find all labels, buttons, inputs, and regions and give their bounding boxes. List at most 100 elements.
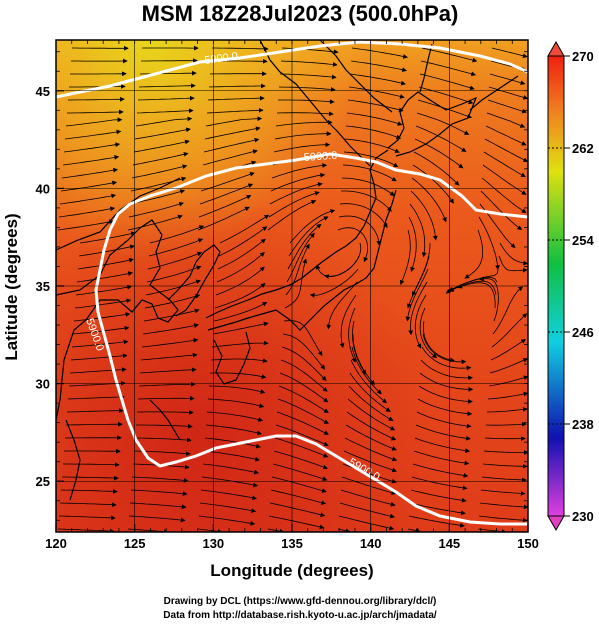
streamline xyxy=(481,476,527,483)
streamline xyxy=(273,142,331,153)
streamline xyxy=(62,155,120,166)
streamline xyxy=(499,242,528,266)
streamline xyxy=(326,281,358,330)
streamline xyxy=(486,407,528,413)
streamline xyxy=(423,320,455,363)
streamline xyxy=(135,116,193,127)
streamline xyxy=(58,206,116,218)
colorbar-tick-label: 246 xyxy=(572,325,594,340)
streamline xyxy=(149,225,205,244)
streamline xyxy=(213,302,268,322)
streamline xyxy=(491,313,528,348)
streamline xyxy=(350,60,407,73)
streamline xyxy=(347,99,404,113)
streamline xyxy=(218,226,268,257)
streamline xyxy=(285,243,310,296)
streamline xyxy=(484,436,526,441)
streamline xyxy=(415,424,471,441)
streamline xyxy=(276,411,330,435)
streamline xyxy=(134,437,192,443)
streamline xyxy=(486,112,526,128)
colorbar: 230 238 246 254 262 270 xyxy=(547,40,594,532)
streamline xyxy=(478,515,528,523)
y-axis-ticks: 25 30 35 40 45 xyxy=(36,51,528,521)
colorbar-gradient xyxy=(547,55,565,517)
streamline xyxy=(268,191,320,218)
streamline xyxy=(347,398,396,431)
streamline xyxy=(65,117,123,127)
streamline xyxy=(271,476,327,493)
streamline xyxy=(143,308,200,322)
streamline xyxy=(488,86,528,100)
streamline xyxy=(408,216,417,272)
streamline xyxy=(408,515,465,528)
streamline xyxy=(410,190,438,241)
streamline xyxy=(67,394,125,400)
streamline xyxy=(339,502,395,519)
streamline xyxy=(215,266,265,296)
streamline xyxy=(208,385,266,394)
streamline xyxy=(420,60,476,77)
y-tick-label: 30 xyxy=(36,377,50,392)
streamline xyxy=(345,125,402,140)
grid xyxy=(56,40,528,532)
contour-label: 5900.0 xyxy=(303,150,337,164)
geopotential-contour xyxy=(56,40,528,526)
streamline xyxy=(131,476,189,483)
streamline xyxy=(487,99,527,114)
streamline xyxy=(420,359,473,381)
streamline xyxy=(275,424,329,447)
streamline xyxy=(489,358,528,374)
y-tick-label: 25 xyxy=(36,474,50,489)
streamline xyxy=(422,333,467,365)
y-tick-label: 35 xyxy=(36,279,50,294)
streamline xyxy=(58,515,116,521)
streamline xyxy=(416,112,470,135)
colorbar-tick-label: 262 xyxy=(572,141,594,156)
streamline xyxy=(346,112,403,126)
streamline xyxy=(349,372,391,412)
streamline xyxy=(479,276,499,322)
streamline xyxy=(137,410,194,415)
streamline xyxy=(219,214,270,244)
streamline xyxy=(341,190,392,212)
streamline xyxy=(138,83,196,89)
streamline xyxy=(139,367,197,374)
streamline xyxy=(417,99,472,119)
streamline xyxy=(199,502,257,513)
streamline xyxy=(352,333,375,386)
streamline xyxy=(483,151,526,178)
streamline xyxy=(480,190,523,231)
contour-label: 5900.0 xyxy=(204,50,239,67)
streamline xyxy=(271,163,328,179)
streamline xyxy=(287,223,322,270)
x-tick-label: 145 xyxy=(438,536,460,551)
streamline xyxy=(64,129,122,140)
streamline xyxy=(128,201,184,218)
streamline xyxy=(137,396,195,401)
streamline xyxy=(129,189,186,205)
streamline xyxy=(281,47,339,55)
streamline xyxy=(205,116,263,127)
streamline xyxy=(78,244,135,257)
streamline xyxy=(279,372,329,403)
streamline xyxy=(415,125,467,152)
map-title: MSM 18Z28Jul2023 (500.0hPa) xyxy=(142,1,459,26)
streamline xyxy=(478,216,500,270)
streamline xyxy=(485,421,527,427)
streamline xyxy=(289,209,336,244)
streamline xyxy=(273,450,328,470)
streamline xyxy=(482,164,527,195)
streamline xyxy=(212,321,269,335)
streamline xyxy=(133,139,190,153)
streamline xyxy=(62,475,119,481)
streamline xyxy=(57,528,115,532)
streamline xyxy=(413,450,470,466)
streamline xyxy=(275,119,333,127)
colorbar-min-arrow xyxy=(547,515,565,532)
streamline xyxy=(202,149,258,166)
streamline xyxy=(63,142,121,153)
x-tick-label: 130 xyxy=(202,536,224,551)
y-tick-label: 40 xyxy=(36,181,50,196)
